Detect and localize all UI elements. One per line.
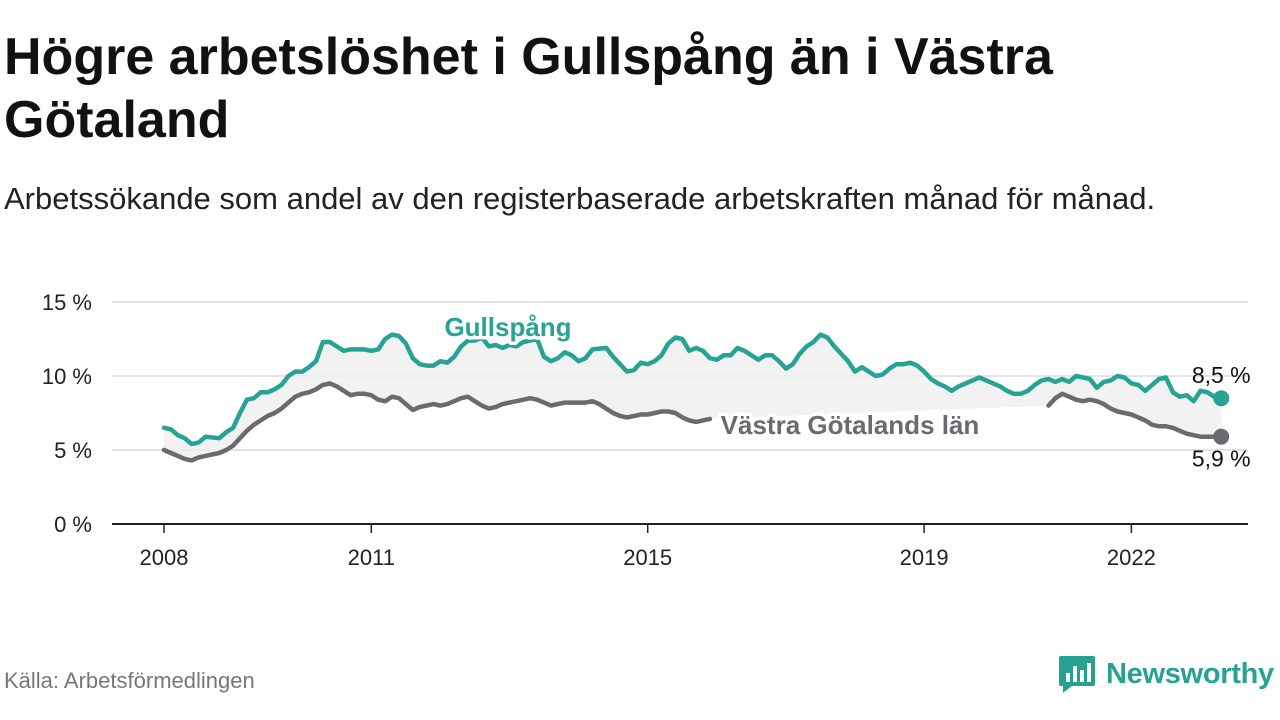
y-tick-label: 10 %: [42, 364, 92, 389]
axes: 0 % 5 % 10 % 15 % 2008 2011 2015 2019 2022: [42, 290, 1248, 570]
brand-logo: Newsworthy: [1058, 652, 1274, 696]
x-tick-label: 2022: [1107, 545, 1156, 570]
series-lines: [161, 332, 1230, 463]
series-line-1: [1046, 391, 1224, 439]
chart-title: Högre arbetslöshet i Gullspång än i Väst…: [4, 28, 1053, 149]
x-tick-label: 2008: [140, 545, 189, 570]
series-name-label-1: Västra Götalands län: [721, 410, 980, 440]
end-point-1: [1213, 428, 1230, 445]
end-value-label-1: 5,9 %: [1192, 446, 1251, 472]
series-line-1: [161, 381, 713, 463]
x-tick-label: 2015: [623, 545, 672, 570]
y-tick-label: 5 %: [54, 438, 92, 463]
y-tick-label: 0 %: [54, 512, 92, 537]
series-name-label-0: Gullspång: [444, 312, 571, 342]
source-note: Källa: Arbetsförmedlingen: [4, 668, 255, 693]
series-line-0: [161, 332, 1224, 447]
gap-area: [164, 334, 1222, 461]
newsworthy-logo-icon: [1059, 656, 1095, 693]
y-tick-label: 15 %: [42, 290, 92, 315]
brand-name: Newsworthy: [1106, 657, 1274, 690]
x-tick-label: 2019: [900, 545, 949, 570]
chart-subtitle: Arbetssökande som andel av den registerb…: [4, 181, 1156, 216]
x-tick-label: 2011: [348, 545, 395, 570]
series-name-halo-0: Gullspång: [444, 312, 571, 342]
end-value-label-0: 8,5 %: [1192, 362, 1251, 388]
end-point-0: [1213, 390, 1230, 407]
series-name-halo-1: Västra Götalands län: [721, 410, 980, 440]
gap-band: [164, 334, 1222, 461]
